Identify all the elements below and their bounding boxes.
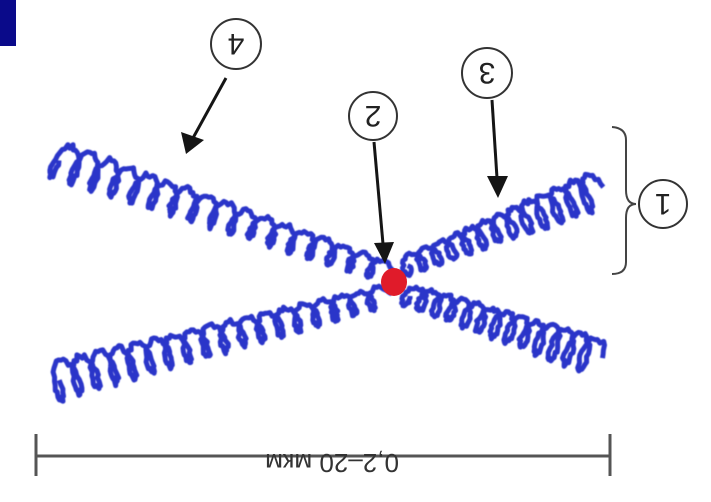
- callout-circle: [348, 91, 398, 141]
- chromatid-arm-lower-left: [50, 283, 394, 404]
- callout-chromatid-left: 4: [181, 18, 262, 154]
- arrowhead: [487, 176, 508, 198]
- arrow-line: [191, 77, 228, 139]
- callout-label: 3: [479, 56, 496, 89]
- callout-centromere: 2: [348, 91, 398, 264]
- scale-label: 0,2–20 мкм: [265, 448, 399, 478]
- callout-label: 4: [228, 27, 245, 60]
- bracket: [611, 126, 637, 275]
- callout-label: 2: [365, 99, 382, 132]
- corner-tab: [0, 0, 16, 46]
- callout-circle: [638, 179, 688, 229]
- callout-chromatid-right: 3: [461, 47, 513, 198]
- centromere-dot: [381, 268, 407, 296]
- arrowhead: [374, 242, 394, 264]
- arrowhead: [181, 132, 204, 154]
- callout-label: 1: [655, 187, 672, 220]
- callout-circle: [461, 47, 513, 99]
- chromatid-arms: [47, 142, 607, 404]
- scale-bar: 0,2–20 мкм: [34, 434, 612, 478]
- arrow-line: [490, 99, 499, 179]
- chromatid-arm-lower-right: [399, 284, 607, 374]
- callout-circle: [210, 18, 262, 70]
- chromatid-arm-upper-right: [400, 171, 606, 278]
- arrow-line: [372, 141, 385, 245]
- callout-chromosome: 1: [611, 126, 688, 275]
- chromatid-arm-upper-left: [47, 142, 396, 280]
